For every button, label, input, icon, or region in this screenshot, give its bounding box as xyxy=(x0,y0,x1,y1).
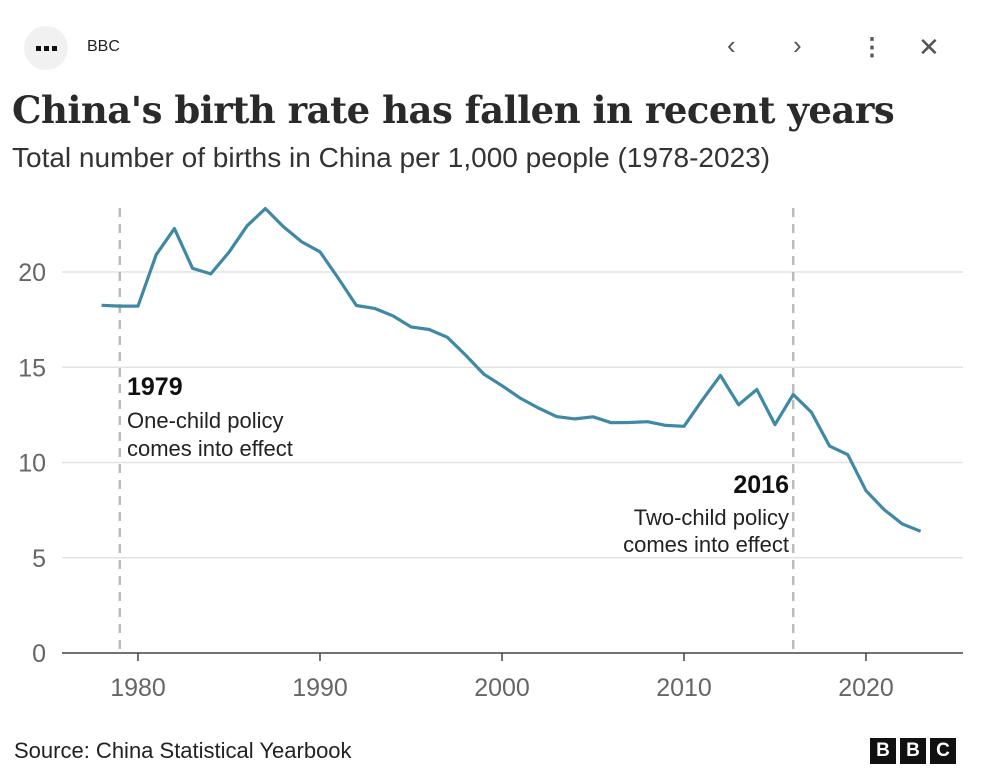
chart-subtitle: Total number of births in China per 1,00… xyxy=(12,142,771,173)
more-vertical-icon[interactable]: ⋮ xyxy=(860,34,884,61)
x-tick-label: 1980 xyxy=(110,674,166,702)
x-tick-label: 2000 xyxy=(474,674,530,702)
y-tick-label: 5 xyxy=(32,545,46,573)
annotation-text: comes into effect xyxy=(623,532,789,557)
x-tick-label: 2020 xyxy=(838,674,894,702)
close-icon[interactable]: ✕ xyxy=(918,32,940,62)
annotation-year: 2016 xyxy=(733,471,789,499)
birth-rate-line xyxy=(101,207,922,533)
x-tick-label: 2010 xyxy=(656,674,712,702)
chevron-left-icon[interactable]: ‹ xyxy=(727,30,736,60)
logo-letter: C xyxy=(930,738,956,764)
annotation-text: Two-child policy xyxy=(634,505,789,530)
source-note: Source: China Statistical Yearbook xyxy=(14,738,352,763)
y-tick-label: 20 xyxy=(18,259,46,287)
annotation-text: comes into effect xyxy=(127,436,293,461)
y-tick-label: 15 xyxy=(18,354,46,382)
bbc-logo: B B C xyxy=(870,738,956,764)
logo-letter: B xyxy=(870,738,896,764)
y-tick-label: 10 xyxy=(18,450,46,478)
menu-button[interactable] xyxy=(24,26,68,70)
chart-title: China's birth rate has fallen in recent … xyxy=(12,88,895,132)
dot xyxy=(43,45,49,51)
x-tick-label: 1990 xyxy=(292,674,348,702)
brand-name: BBC xyxy=(87,38,120,55)
annotation-year: 1979 xyxy=(127,373,183,401)
annotation-text: One-child policy xyxy=(127,408,284,433)
logo-letter: B xyxy=(900,738,926,764)
dot xyxy=(51,45,57,51)
chevron-right-icon[interactable]: › xyxy=(793,30,802,60)
y-tick-label: 0 xyxy=(32,640,46,668)
dot xyxy=(35,45,41,51)
